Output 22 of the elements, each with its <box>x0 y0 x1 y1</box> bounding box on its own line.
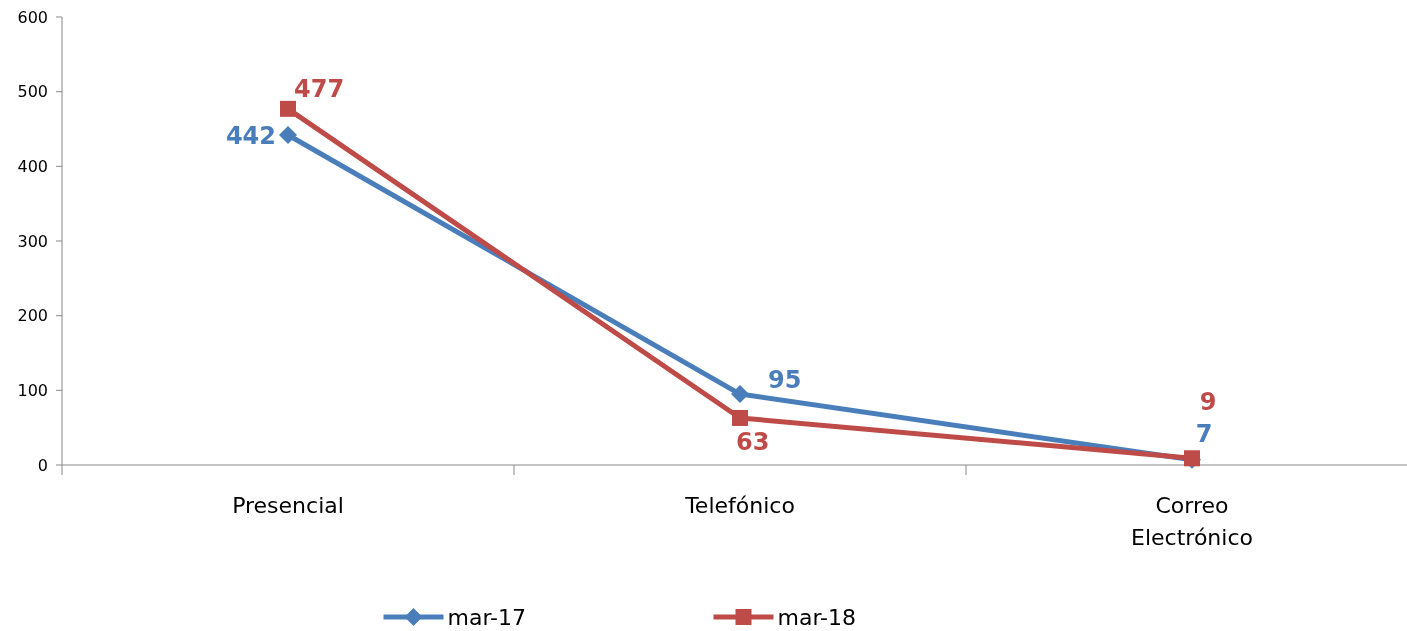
y-tick-label: 300 <box>17 231 48 251</box>
data-label: 9 <box>1199 388 1217 417</box>
y-tick-label: 400 <box>17 156 48 176</box>
data-label: 477 <box>294 74 345 103</box>
legend-label: mar-17 <box>447 604 526 630</box>
point <box>280 100 296 117</box>
data-label: 442 <box>225 121 276 150</box>
point <box>279 125 297 144</box>
x-tick-label: Telefónico <box>684 493 795 518</box>
legend-label: mar-18 <box>777 604 856 630</box>
y-tick-label: 500 <box>17 82 48 102</box>
point <box>732 409 748 426</box>
y-tick-label: 200 <box>17 306 48 326</box>
data-label: 95 <box>768 366 802 395</box>
y-tick-label: 600 <box>17 7 48 27</box>
x-tick-label: Presencial <box>232 493 344 518</box>
y-tick-label: 0 <box>37 455 48 475</box>
x-tick-label: Correo Electrónico <box>1131 493 1253 550</box>
y-tick-label: 100 <box>17 380 48 400</box>
point <box>731 385 749 404</box>
data-label: 63 <box>736 427 770 456</box>
data-label: 7 <box>1195 419 1213 448</box>
